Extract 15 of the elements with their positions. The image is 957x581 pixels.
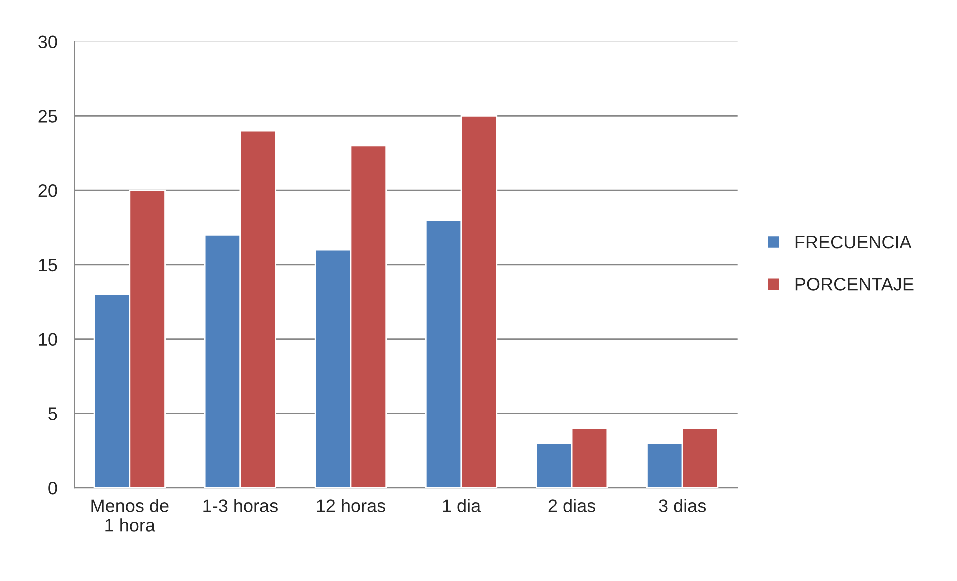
y-tick-label: 10 — [39, 333, 58, 346]
y-tick-label: 15 — [39, 259, 58, 272]
x-tick-label: 2 dias — [548, 499, 596, 512]
x-tick-label: 1-3 horas — [204, 499, 278, 512]
legend-label: PORCENTAJE — [796, 278, 914, 291]
y-tick-label: 5 — [48, 408, 58, 420]
y-tick-label: 25 — [38, 110, 58, 123]
x-tick-label: Menos de 1 hora — [92, 499, 169, 532]
y-tick-label: 20 — [38, 184, 58, 198]
y-tick-label: 0 — [48, 482, 58, 495]
x-tick-label: 3 dias — [659, 499, 706, 512]
x-tick-label: 12 horas — [317, 499, 386, 512]
legend-label: FRECUENCIA — [796, 236, 912, 249]
x-tick-label: 1 dia — [443, 499, 482, 512]
y-tick-label: 30 — [38, 36, 58, 49]
